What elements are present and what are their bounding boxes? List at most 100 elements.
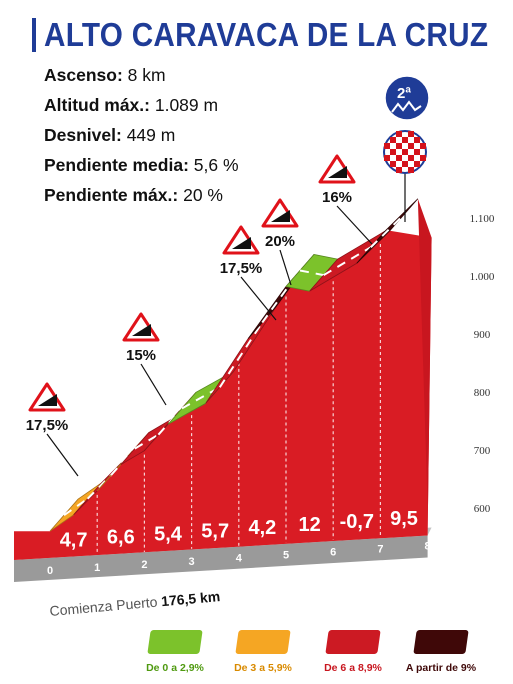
x-tick-label: 7 (377, 544, 383, 556)
title-accent-bar (32, 18, 36, 52)
finish-flag-square (396, 167, 402, 173)
x-tick-label: 6 (330, 547, 336, 559)
finish-flag-square (390, 137, 396, 143)
finish-flag-square (384, 143, 390, 149)
x-tick-label: 4 (236, 553, 243, 565)
peak-leader-line (279, 249, 292, 286)
gradient-warning-icon (28, 382, 66, 412)
slope-glyph (38, 394, 57, 406)
legend-swatch-green (147, 630, 203, 654)
start-caption-km: 176,5 km (161, 588, 221, 609)
finish-flag-square (408, 143, 414, 149)
peak-leader-line (46, 433, 79, 477)
finish-flag-square (396, 155, 402, 161)
finish-flag-square (408, 167, 414, 173)
legend-item-orange: De 3 a 5,9% (218, 630, 308, 674)
title-text: ALTO CARAVACA DE LA CRUZ (44, 16, 489, 53)
km-gradient-label: 4,7 (60, 529, 88, 551)
mountain-glyph (391, 100, 422, 113)
legend-swatch-red (325, 630, 381, 654)
finish-flag-square (420, 155, 426, 161)
legend-item-red: De 6 a 8,9% (308, 630, 398, 674)
y-tick-label: 600 (474, 503, 491, 515)
finish-flag-square (402, 137, 408, 143)
finish-flag-square (402, 161, 408, 167)
legend-label-green: De 0 a 2,9% (146, 662, 204, 674)
finish-flag-square (384, 155, 390, 161)
slope-glyph (232, 237, 251, 249)
road-centre-line (63, 497, 89, 517)
peak-leader-line (140, 363, 167, 406)
peak-gradient-label: 17,5% (220, 260, 263, 277)
gradient-warning-icon (318, 154, 356, 184)
road-centre-line (134, 433, 159, 450)
legend: De 0 a 2,9% De 3 a 5,9% De 6 a 8,9% A pa… (0, 630, 513, 684)
x-tick-label: 5 (283, 550, 289, 562)
stat-elevation-gain: Desnivel: 449 m (44, 125, 176, 145)
peak-gradient-label: 16% (322, 189, 352, 206)
x-tick-label: 0 (47, 565, 53, 577)
road-centre-line (86, 474, 112, 500)
finish-flag-square (420, 143, 426, 149)
legend-label-red: De 6 a 8,9% (324, 662, 382, 674)
km-gradient-label: 4,2 (248, 517, 276, 539)
finish-flag-square (414, 137, 420, 143)
profile-title: ALTO CARAVACA DE LA CRUZ (32, 14, 502, 56)
finish-flag-square (408, 155, 414, 161)
km-gradient-label: 5,4 (154, 523, 183, 545)
start-caption: Comienza Puerto 176,5 km (49, 588, 221, 619)
peak-leader-line (240, 276, 277, 321)
slope-glyph (271, 210, 290, 222)
y-tick-label: 800 (474, 387, 491, 399)
stat-avg-gradient: Pendiente media: 5,6 % (44, 155, 239, 175)
slope-glyph (328, 166, 347, 178)
finish-flag-square (414, 149, 420, 155)
finish-flag-square (414, 161, 420, 167)
stat-max-altitude: Altitud máx.: 1.089 m (44, 95, 219, 115)
legend-label-dark: A partir de 9% (405, 662, 477, 674)
finish-flag-square (396, 143, 402, 149)
base-plate (14, 535, 428, 582)
x-tick-label: 8 (425, 540, 431, 552)
profile-end-face (417, 198, 432, 536)
x-tick-label: 2 (141, 559, 147, 571)
finish-flag-square (390, 161, 396, 167)
category-badge-label: 2ª (397, 85, 411, 102)
y-tick-label: 700 (474, 445, 491, 457)
gradient-warning-icon (122, 312, 160, 342)
stat-max-gradient: Pendiente máx.: 20 % (44, 185, 223, 205)
legend-item-dark: A partir de 9% (396, 630, 486, 674)
legend-label-orange: De 3 a 5,9% (234, 662, 292, 674)
y-tick-label: 900 (474, 329, 491, 341)
peak-leader-line (336, 205, 373, 245)
road-centre-line (299, 269, 324, 277)
finish-flag-square (402, 149, 408, 155)
gradient-warning-icon (222, 225, 260, 255)
peak-gradient-label: 17,5% (26, 417, 69, 434)
x-tick-label: 1 (94, 562, 100, 574)
km-gradient-label: 12 (298, 514, 320, 536)
legend-item-green: De 0 a 2,9% (130, 630, 220, 674)
peak-gradient-label: 15% (126, 347, 156, 364)
km-gradient-label: 6,6 (107, 526, 135, 548)
road-centre-line (218, 321, 264, 388)
km-gradient-label: -0,7 (340, 511, 374, 533)
y-tick-label: 1.000 (470, 271, 495, 283)
road-centre-line (181, 386, 221, 410)
finish-flag-square (390, 149, 396, 155)
x-tick-label: 3 (189, 556, 195, 568)
profile-front-face (14, 230, 432, 560)
road-centre-line (370, 214, 405, 248)
legend-swatch-dark (413, 630, 469, 654)
km-gradient-label: 9,5 (390, 508, 418, 530)
finish-flag-square (408, 131, 414, 137)
km-gradient-label: 5,7 (201, 520, 229, 542)
start-caption-label: Comienza Puerto (49, 593, 162, 619)
slope-glyph (132, 324, 151, 336)
climb-stats: Ascenso: 8 km Altitud máx.: 1.089 m Desn… (44, 60, 239, 210)
y-tick-label: 1.100 (470, 213, 495, 225)
gradient-warning-icon (261, 198, 299, 228)
finish-flag-square (396, 131, 402, 137)
stat-ascent: Ascenso: 8 km (44, 65, 166, 85)
